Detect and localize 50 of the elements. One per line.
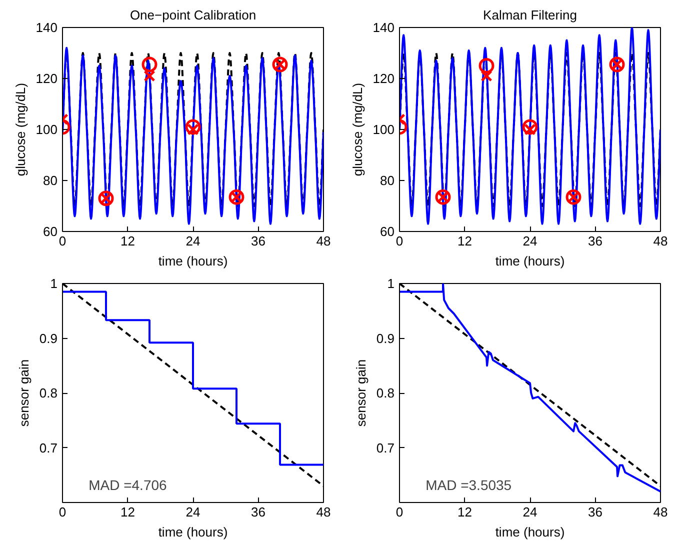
y-tick-label: 120 (36, 71, 58, 86)
y-tick-label: 100 (36, 122, 58, 137)
x-tick-label: 24 (186, 234, 200, 248)
y-tick-label: 140 (372, 20, 395, 35)
chart-title: Kalman Filtering (483, 8, 577, 22)
y-tick-label: 120 (372, 71, 395, 86)
x-tick-label: 0 (396, 504, 404, 520)
x-tick-label: 36 (588, 504, 602, 520)
x-tick-label: 36 (588, 234, 602, 248)
x-tick-label: 36 (251, 234, 266, 248)
y-axis-title: glucose (mg/dL) (350, 82, 365, 176)
y-tick-label: 0.9 (376, 330, 395, 346)
x-tick-label: 48 (653, 234, 668, 248)
x-axis-title: time (hours) (158, 524, 228, 540)
y-tick-label: 0.7 (39, 440, 58, 456)
x-tick-label: 24 (522, 234, 538, 248)
x-tick-label: 0 (58, 234, 66, 248)
x-tick-label: 12 (120, 234, 135, 248)
y-axis-title: sensor gain (353, 359, 368, 427)
y-tick-label: 0.7 (376, 440, 395, 456)
x-tick-label: 0 (58, 504, 66, 520)
x-axis-title: time (hours) (495, 254, 565, 268)
y-tick-label: 60 (43, 224, 58, 239)
y-tick-label: 1 (387, 276, 395, 291)
annotation: MAD =3.5035 (426, 476, 512, 493)
y-tick-label: 0.8 (39, 386, 58, 400)
y-tick-label: 60 (380, 224, 395, 239)
y-tick-label: 100 (372, 122, 395, 137)
y-tick-label: 0.9 (39, 330, 58, 346)
x-axis-title: time (hours) (158, 254, 228, 268)
x-tick-label: 48 (653, 504, 668, 520)
x-axis-title: time (hours) (495, 524, 565, 540)
y-tick-label: 1 (50, 276, 58, 291)
y-tick-label: 80 (43, 173, 58, 188)
y-tick-label: 0.8 (376, 386, 395, 400)
x-tick-label: 48 (316, 504, 331, 520)
y-tick-label: 140 (36, 20, 58, 35)
x-tick-label: 0 (396, 234, 404, 248)
x-tick-label: 48 (316, 234, 331, 248)
x-tick-label: 12 (120, 504, 135, 520)
y-tick-label: 80 (380, 173, 395, 188)
x-tick-label: 12 (458, 504, 472, 520)
x-tick-label: 24 (522, 504, 538, 520)
annotation: MAD =4.706 (88, 476, 168, 493)
y-axis-title: glucose (mg/dL) (12, 82, 28, 176)
x-tick-label: 36 (251, 504, 266, 520)
y-axis-title: sensor gain (16, 359, 32, 427)
x-tick-label: 12 (458, 234, 472, 248)
x-tick-label: 24 (186, 504, 200, 520)
chart-title: One−point Calibration (130, 8, 256, 22)
